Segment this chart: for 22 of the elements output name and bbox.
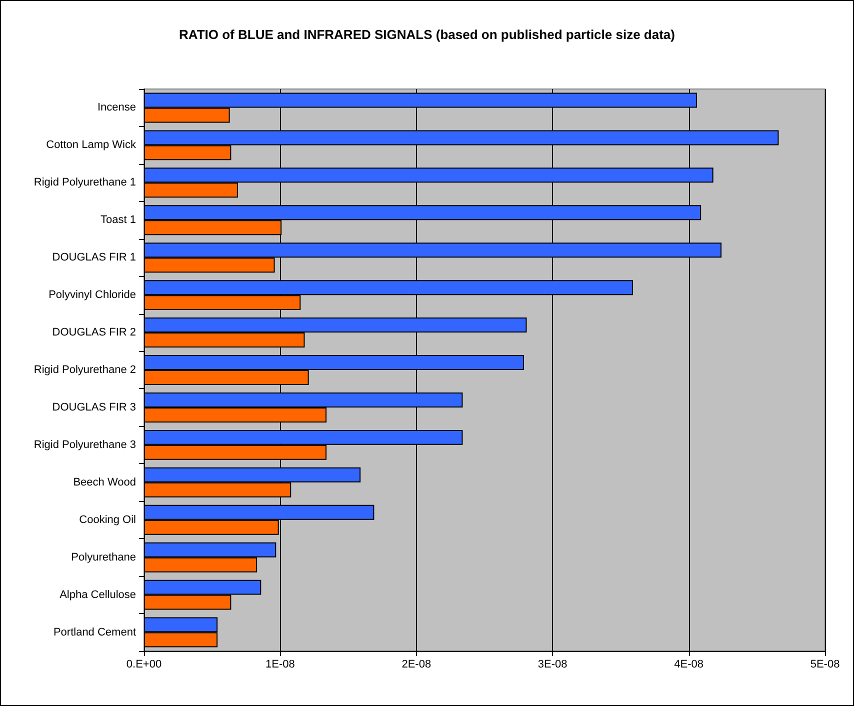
y-tick-label: Polyvinyl Chloride — [48, 289, 136, 302]
x-tick-label: 4E-08 — [674, 658, 704, 670]
y-tick-label: Beech Wood — [73, 476, 136, 488]
y-tick-label: Alpha Cellulose — [60, 588, 136, 601]
y-tick-label: Rigid Polyurethane 2 — [34, 364, 136, 376]
y-tick-label: DOUGLAS FIR 3 — [52, 401, 136, 414]
x-tick-label: 2E-08 — [402, 658, 432, 670]
y-tick-label: Portland Cement — [53, 626, 136, 638]
y-tick-label: DOUGLAS FIR 1 — [52, 252, 136, 264]
y-tick-label: Polyurethane — [71, 551, 136, 564]
y-tick-label: Cooking Oil — [79, 514, 136, 526]
y-tick-label: Toast 1 — [100, 214, 136, 226]
y-tick-label: DOUGLAS FIR 2 — [52, 326, 136, 339]
x-tick-label: 5E-08 — [810, 658, 840, 670]
y-tick-label: Incense — [97, 102, 136, 114]
x-tick-label: 0.E+00 — [126, 658, 162, 670]
y-tick-label: Rigid Polyurethane 3 — [34, 438, 136, 451]
x-tick-label: 1E-08 — [266, 658, 295, 670]
y-tick-label: Cotton Lamp Wick — [46, 139, 136, 152]
y-tick-label: Rigid Polyurethane 1 — [34, 176, 136, 189]
x-tick-label: 3E-08 — [538, 658, 568, 670]
chart-title: RATIO of BLUE and INFRARED SIGNALS (based on published particle size data) — [179, 27, 675, 42]
